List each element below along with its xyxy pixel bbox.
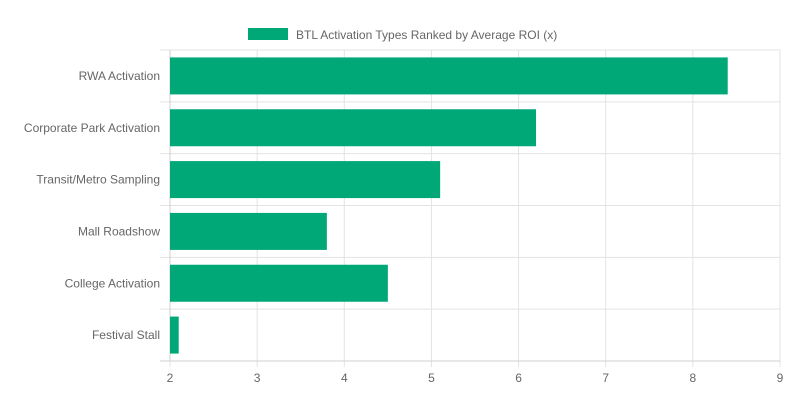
y-axis-category-label: Festival Stall bbox=[92, 328, 160, 342]
x-axis-tick-label: 2 bbox=[167, 371, 174, 385]
bar bbox=[170, 212, 327, 250]
bar bbox=[170, 161, 441, 199]
x-axis-tick-label: 7 bbox=[602, 371, 609, 385]
x-axis-tick-label: 4 bbox=[341, 371, 348, 385]
x-axis-tick-label: 5 bbox=[428, 371, 435, 385]
bars bbox=[170, 57, 728, 354]
y-axis-category-label: Transit/Metro Sampling bbox=[36, 173, 160, 187]
y-axis-category-label: Corporate Park Activation bbox=[24, 121, 160, 135]
legend-label: BTL Activation Types Ranked by Average R… bbox=[296, 28, 557, 42]
bar bbox=[170, 316, 179, 354]
x-axis-tick-label: 9 bbox=[777, 371, 784, 385]
legend-swatch bbox=[248, 28, 288, 40]
bar bbox=[170, 109, 536, 147]
y-axis-category-label: RWA Activation bbox=[79, 69, 160, 83]
x-axis-tick-label: 8 bbox=[690, 371, 697, 385]
bar bbox=[170, 264, 388, 302]
bar bbox=[170, 57, 728, 95]
grid bbox=[160, 49, 781, 367]
y-axis-category-label: College Activation bbox=[65, 276, 160, 290]
x-axis-tick-labels: 2 3 4 5 6 7 8 9 bbox=[167, 371, 784, 385]
y-axis-category-label: Mall Roadshow bbox=[78, 224, 160, 238]
x-axis-tick-label: 6 bbox=[515, 371, 522, 385]
legend: BTL Activation Types Ranked by Average R… bbox=[248, 28, 557, 42]
y-axis-labels: RWA Activation Corporate Park Activation T… bbox=[24, 69, 160, 342]
x-axis-tick-label: 3 bbox=[254, 371, 261, 385]
